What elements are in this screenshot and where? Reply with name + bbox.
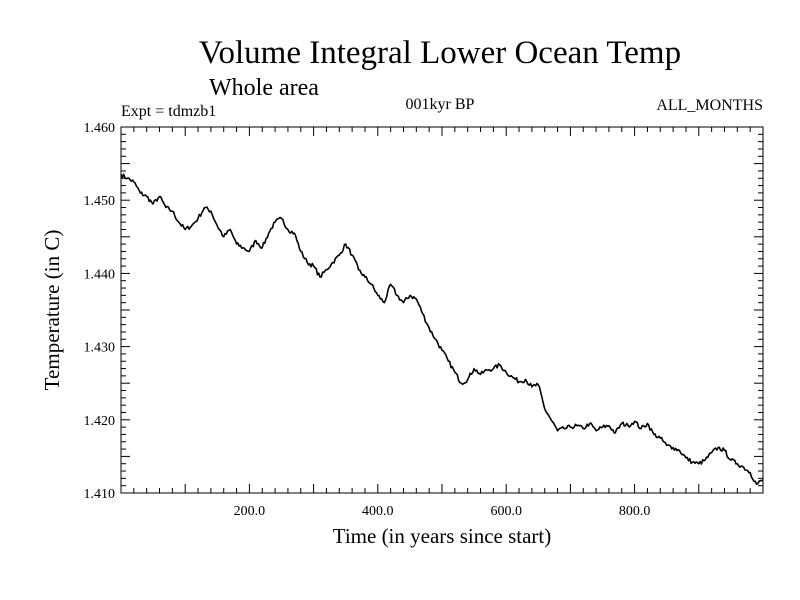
expt-label: Expt = tdmzb1	[121, 103, 216, 120]
y-tick-label: 1.440	[84, 267, 116, 282]
chart-subtitle: Whole area	[209, 75, 319, 101]
x-axis-label: Time (in years since start)	[333, 524, 552, 548]
x-tick-label: 600.0	[490, 504, 522, 519]
period-label: 001kyr BP	[406, 96, 475, 113]
x-tick-label: 800.0	[619, 504, 651, 519]
y-tick-label: 1.420	[84, 414, 116, 429]
y-tick-label: 1.410	[84, 487, 116, 502]
plot-frame	[120, 126, 764, 494]
series-line	[120, 173, 764, 486]
chart-title: Volume Integral Lower Ocean Temp	[199, 35, 681, 71]
y-axis-label: Temperature (in C)	[40, 230, 64, 391]
x-tick-label: 200.0	[234, 504, 266, 519]
x-tick-label: 400.0	[362, 504, 394, 519]
y-axis: 1.410 1.420 1.430 1.440 1.450 1.460	[84, 121, 763, 502]
y-tick-label: 1.450	[84, 194, 116, 209]
months-label: ALL_MONTHS	[656, 97, 763, 114]
y-tick-label: 1.430	[84, 341, 116, 356]
y-tick-label: 1.460	[84, 121, 116, 136]
x-axis: 200.0 400.0 600.0 800.0	[133, 127, 751, 519]
